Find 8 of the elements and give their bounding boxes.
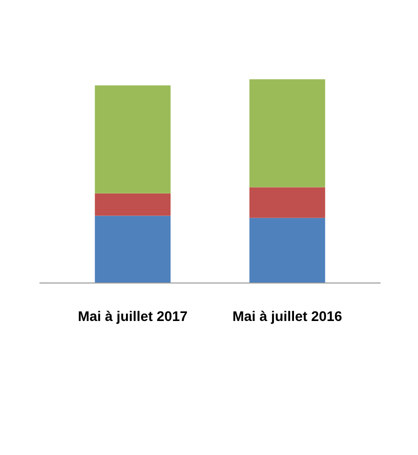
x-tick-label: Mai à juillet 2017 — [78, 310, 187, 324]
bar — [249, 218, 326, 283]
bar — [94, 85, 171, 194]
bar — [249, 79, 326, 188]
x-tick-label: Mai à juillet 2016 — [233, 310, 342, 324]
bar — [94, 216, 171, 283]
bar — [249, 187, 326, 218]
bar — [94, 193, 171, 216]
